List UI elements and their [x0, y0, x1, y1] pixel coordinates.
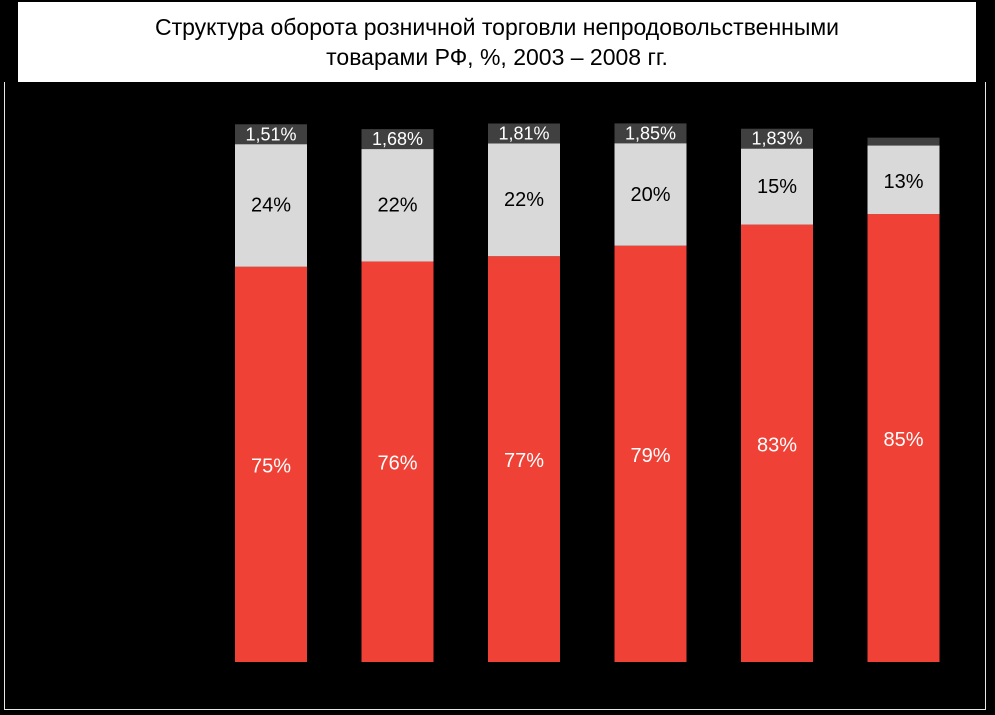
data-label-bg-s3-b3 — [488, 123, 560, 144]
data-label-s3-b2: 1,68% — [372, 129, 423, 149]
data-label-s1-b3: 77% — [504, 450, 544, 472]
bar-segment-s2-b6 — [867, 145, 940, 215]
data-label-s2-b2: 22% — [377, 195, 417, 217]
chart-title-line-1: Структура оборота розничной торговли неп… — [154, 14, 840, 40]
bar-segment-s2-b4 — [614, 140, 687, 246]
data-label-s2-b1: 24% — [251, 195, 291, 217]
chart-title-line-2: товарами РФ, %, 2003 – 2008 гг. — [326, 44, 668, 70]
data-label-bg-s3-b4 — [614, 123, 687, 144]
data-label-s2-b4: 20% — [630, 184, 670, 206]
data-label-bg-s3-b2 — [361, 129, 434, 150]
data-label-s3-b1: 1,51% — [245, 124, 296, 144]
bar-segment-s1-b1 — [235, 266, 307, 662]
bar-segment-s1-b6 — [867, 214, 940, 663]
bar-segment-s2-b2 — [361, 145, 434, 262]
bar-segment-s2-b3 — [488, 140, 560, 257]
data-label-bg-s3-b5 — [741, 128, 813, 149]
data-label-s3-b3: 1,81% — [498, 124, 549, 144]
data-label-s1-b4: 79% — [630, 445, 670, 467]
bar-segment-s1-b5 — [741, 224, 813, 662]
data-label-s1-b2: 76% — [377, 453, 417, 475]
data-label-bg-s3-b1 — [235, 124, 307, 145]
data-label-s1-b5: 83% — [757, 434, 797, 456]
data-label-s1-b1: 75% — [251, 455, 291, 477]
data-label-s2-b5: 15% — [757, 176, 797, 198]
bar-segment-s1-b3 — [488, 256, 560, 662]
data-label-s3-b5: 1,83% — [751, 129, 802, 149]
data-label-s2-b6: 13% — [883, 171, 923, 193]
bar-segment-s3-b6 — [867, 137, 940, 146]
chart-title-box: Структура оборота розничной торговли неп… — [18, 2, 976, 82]
data-label-s2-b3: 22% — [504, 189, 544, 211]
data-label-s1-b6: 85% — [883, 429, 923, 451]
bar-segment-s1-b2 — [361, 261, 434, 662]
bar-segment-s1-b4 — [614, 245, 687, 663]
bar-segment-s2-b1 — [235, 140, 307, 267]
data-label-s3-b4: 1,85% — [625, 123, 676, 143]
bar-segment-s2-b5 — [741, 145, 813, 225]
